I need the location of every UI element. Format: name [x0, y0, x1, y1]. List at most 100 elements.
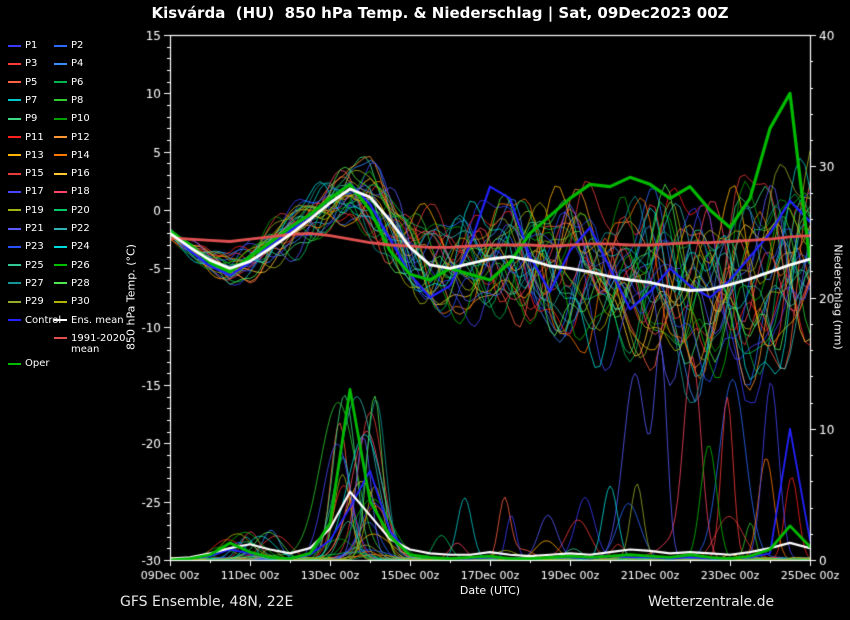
y-axis-label-left: 850 hPa Temp. (°C): [124, 244, 138, 350]
legend-item-p16: P16: [54, 168, 90, 180]
legend-swatch: [54, 62, 67, 65]
x-axis-label: Date (UTC): [459, 584, 521, 597]
legend-item-p17: P17: [8, 186, 44, 198]
legend-swatch: [54, 81, 67, 84]
legend-item-p25: P25: [8, 260, 44, 272]
legend-swatch: [54, 264, 67, 267]
legend-item-p13: P13: [8, 150, 44, 162]
legend-item-p22: P22: [54, 223, 90, 235]
legend-swatch: [8, 136, 21, 138]
legend-swatch: [8, 362, 21, 365]
legend-label: P7: [25, 94, 38, 106]
legend-label: P26: [71, 259, 90, 271]
legend-swatch: [8, 282, 21, 285]
legend-label: P29: [25, 296, 44, 308]
legend-label: P14: [71, 149, 90, 161]
y-axis-label-right: Niederschlag (mm): [831, 244, 845, 350]
legend-label: Ens. mean: [71, 314, 124, 326]
legend-item-p27: P27: [8, 278, 44, 290]
legend-item-p2: P2: [54, 40, 83, 52]
legend-swatch: [8, 154, 21, 157]
legend-item-p14: P14: [54, 150, 90, 162]
legend-label: P6: [71, 76, 84, 88]
legend-swatch: [8, 264, 21, 267]
legend-label: P8: [71, 94, 84, 106]
legend-item-p30: P30: [54, 296, 90, 308]
legend-label: P3: [25, 58, 38, 70]
legend-label: Control: [25, 314, 62, 326]
legend-swatch: [8, 117, 21, 120]
legend-item-oper: Oper: [8, 358, 49, 370]
legend-label: P23: [25, 241, 44, 253]
legend-label: P11: [25, 131, 44, 143]
legend-swatch: [8, 209, 21, 212]
legend-item-p20: P20: [54, 205, 90, 217]
legend-item-clim-mean: 1991-2020 mean: [54, 332, 126, 356]
legend-label: P25: [25, 259, 44, 271]
legend-label: P20: [71, 204, 90, 216]
legend-item-p19: P19: [8, 205, 44, 217]
legend-item-p11: P11: [8, 132, 44, 144]
legend-swatch: [8, 245, 21, 248]
legend-label: 1991-2020: [71, 332, 126, 344]
legend-swatch: [54, 136, 67, 138]
chart-title: Kisvárda (HU) 850 hPa Temp. & Niederschl…: [151, 4, 729, 22]
legend-label: P12: [71, 131, 90, 143]
legend-label: P5: [25, 76, 38, 88]
legend-swatch: [54, 117, 67, 120]
legend-item-p26: P26: [54, 260, 90, 272]
legend-label: P24: [71, 241, 90, 253]
legend-item-p23: P23: [8, 241, 44, 253]
legend-swatch: [8, 190, 21, 193]
legend-label: P2: [71, 40, 84, 51]
legend-label: P19: [25, 204, 44, 216]
footer-brand: Wetterzentrale.de: [648, 594, 775, 610]
legend-item-p7: P7: [8, 95, 37, 107]
legend-label: P1: [25, 40, 38, 51]
legend-item-p8: P8: [54, 95, 83, 107]
legend-swatch: [54, 319, 67, 321]
legend-item-p10: P10: [54, 113, 90, 125]
legend-item-p29: P29: [8, 296, 44, 308]
legend-label: Oper: [25, 358, 50, 370]
legend-swatch: [54, 282, 67, 285]
legend-swatch: [54, 245, 67, 248]
legend-label: P15: [25, 168, 44, 180]
legend-item-p3: P3: [8, 58, 37, 70]
legend-swatch: [54, 300, 67, 303]
legend-swatch: [8, 44, 21, 47]
legend-item-p6: P6: [54, 77, 83, 89]
legend-swatch: [8, 81, 21, 84]
legend-item-p4: P4: [54, 58, 83, 70]
legend-swatch: [8, 99, 21, 102]
legend-swatch: [8, 319, 21, 321]
legend-item-p1: P1: [8, 40, 37, 52]
legend-label: P10: [71, 113, 90, 125]
legend-item-p21: P21: [8, 223, 44, 235]
legend-label: P4: [71, 58, 84, 70]
legend-label: P22: [71, 223, 90, 234]
legend-item-p12: P12: [54, 132, 90, 144]
legend-label: P30: [71, 296, 90, 308]
legend-item-ens-mean: Ens. mean: [54, 315, 124, 327]
legend-label: P9: [25, 113, 38, 125]
legend-swatch: [8, 172, 21, 175]
legend-swatch: [54, 190, 67, 193]
legend-label: P13: [25, 149, 44, 161]
legend-label: P18: [71, 186, 90, 198]
legend-swatch: [8, 300, 21, 303]
legend-item-p24: P24: [54, 241, 90, 253]
legend-label: P27: [25, 277, 44, 289]
legend-item-p9: P9: [8, 113, 37, 125]
legend-label: mean: [71, 344, 100, 356]
legend-label: P21: [25, 223, 44, 234]
legend-item-p28: P28: [54, 278, 90, 290]
legend-label: P17: [25, 186, 44, 198]
legend-item-p15: P15: [8, 168, 44, 180]
legend-item-p5: P5: [8, 77, 37, 89]
legend-label: P16: [71, 168, 90, 180]
legend-swatch: [54, 172, 67, 175]
legend-item-p18: P18: [54, 186, 90, 198]
